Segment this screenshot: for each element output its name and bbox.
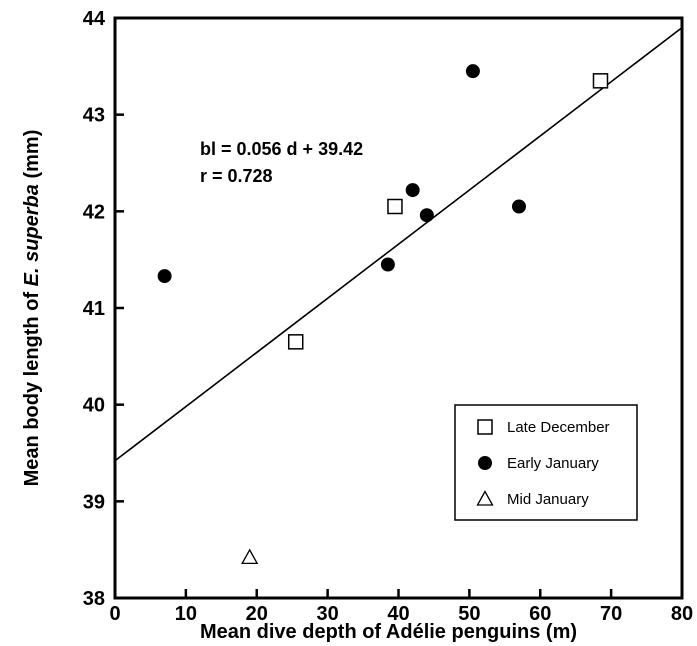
- data-point: [287, 334, 304, 350]
- x-tick-label: 30: [317, 603, 339, 625]
- x-tick-label: 0: [109, 603, 120, 625]
- x-tick-label: 80: [671, 603, 693, 625]
- legend-label: Early January: [507, 455, 599, 472]
- legend-marker: [477, 419, 493, 435]
- legend-label: Late December: [507, 419, 610, 436]
- y-tick-label: 44: [83, 8, 106, 30]
- regression-equation: bl = 0.056 d + 39.42: [200, 139, 363, 159]
- y-axis-label: Mean body length of E. superba (mm): [21, 130, 43, 487]
- legend-items: Late December Early January Mid January: [476, 419, 610, 508]
- x-tick-label: 60: [529, 603, 551, 625]
- x-tick-label: 10: [175, 603, 197, 625]
- data-point: [419, 208, 434, 223]
- y-axis-label-part: Mean body length of: [21, 286, 43, 486]
- y-tick-label: 38: [83, 588, 105, 610]
- correlation-coefficient: r = 0.728: [200, 166, 273, 186]
- x-tick-label: 50: [458, 603, 480, 625]
- data-point: [511, 199, 526, 214]
- legend: Late December Early January Mid January: [454, 404, 638, 521]
- y-tick-label: 43: [83, 105, 105, 127]
- x-axis-ticks: 0 10 20 30 40 50 60 70 80: [109, 589, 693, 625]
- y-axis-label-unit: (mm): [21, 130, 43, 184]
- y-tick-label: 41: [83, 298, 105, 320]
- x-axis-label: Mean dive depth of Adélie penguins (m): [200, 621, 577, 643]
- data-point: [592, 73, 609, 89]
- y-tick-label: 40: [83, 395, 105, 417]
- legend-label: Mid January: [507, 491, 589, 508]
- data-point: [380, 257, 395, 272]
- legend-marker: [478, 456, 492, 470]
- data-point: [157, 269, 172, 284]
- y-tick-label: 39: [83, 491, 105, 513]
- y-axis-ticks: 38 39 40 41 42 43 44: [83, 8, 124, 610]
- regression-line: [114, 27, 683, 462]
- legend-marker: [476, 490, 494, 506]
- data-point: [405, 183, 420, 198]
- x-tick-label: 20: [246, 603, 268, 625]
- x-tick-label: 40: [387, 603, 409, 625]
- x-tick-label: 70: [600, 603, 622, 625]
- data-point: [387, 198, 403, 215]
- y-axis-label-species: E. superba: [21, 184, 43, 286]
- data-points: [157, 64, 609, 565]
- data-point: [241, 548, 259, 565]
- data-point: [465, 64, 480, 79]
- y-tick-label: 42: [83, 201, 105, 223]
